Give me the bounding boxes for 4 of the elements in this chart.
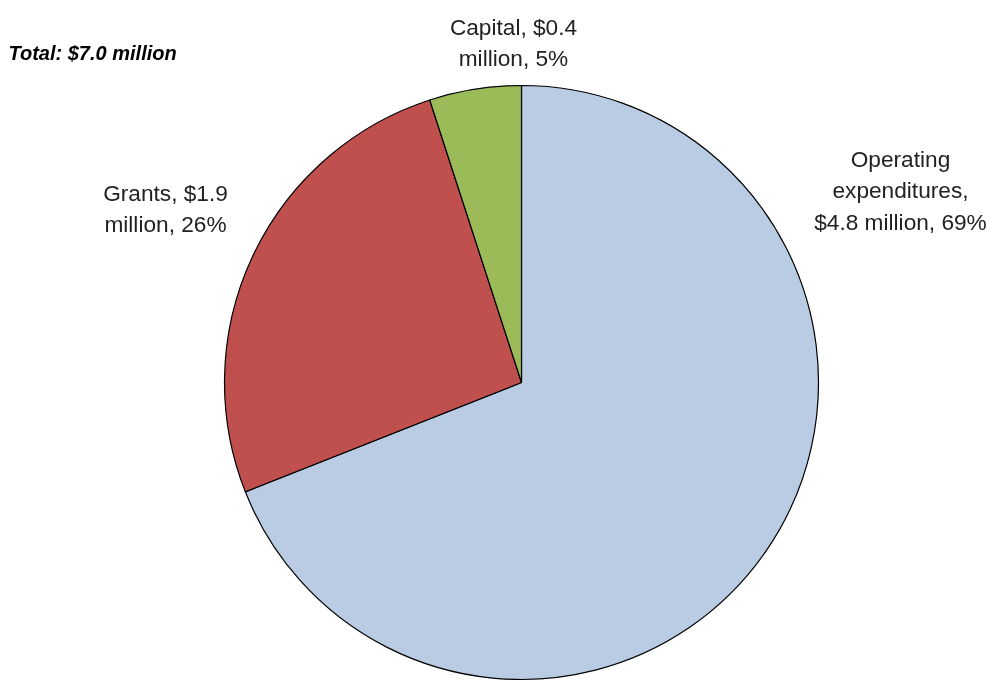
text: Total: $7.0 million xyxy=(8,41,177,64)
slice-label: Operating expenditures, $4.8 million, 69% xyxy=(814,146,987,235)
slice-label: Grants, $1.9 million, 26% xyxy=(103,179,228,238)
slice-label: Capital, $0.4 million, 5% xyxy=(449,13,578,72)
